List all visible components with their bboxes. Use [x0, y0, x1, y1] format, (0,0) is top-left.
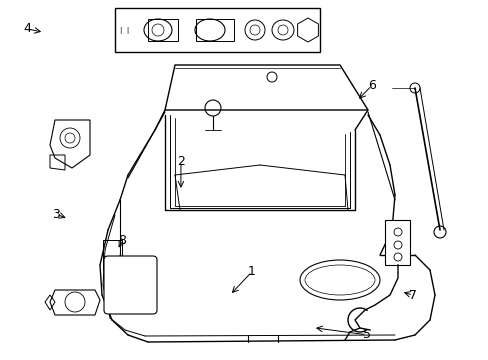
FancyBboxPatch shape	[104, 256, 157, 314]
Bar	[196, 19, 234, 41]
Text: 1: 1	[247, 265, 255, 278]
Text: 4: 4	[23, 22, 31, 35]
Text: 2: 2	[177, 156, 184, 168]
Bar	[148, 19, 178, 41]
Text: 8: 8	[118, 234, 126, 247]
Text: 3: 3	[52, 208, 60, 221]
Text: 6: 6	[367, 79, 375, 92]
Text: 5: 5	[362, 328, 370, 341]
Bar	[384, 220, 409, 265]
Text: 7: 7	[408, 289, 416, 302]
Bar	[115, 8, 319, 52]
Text: |  |: | |	[120, 27, 129, 33]
